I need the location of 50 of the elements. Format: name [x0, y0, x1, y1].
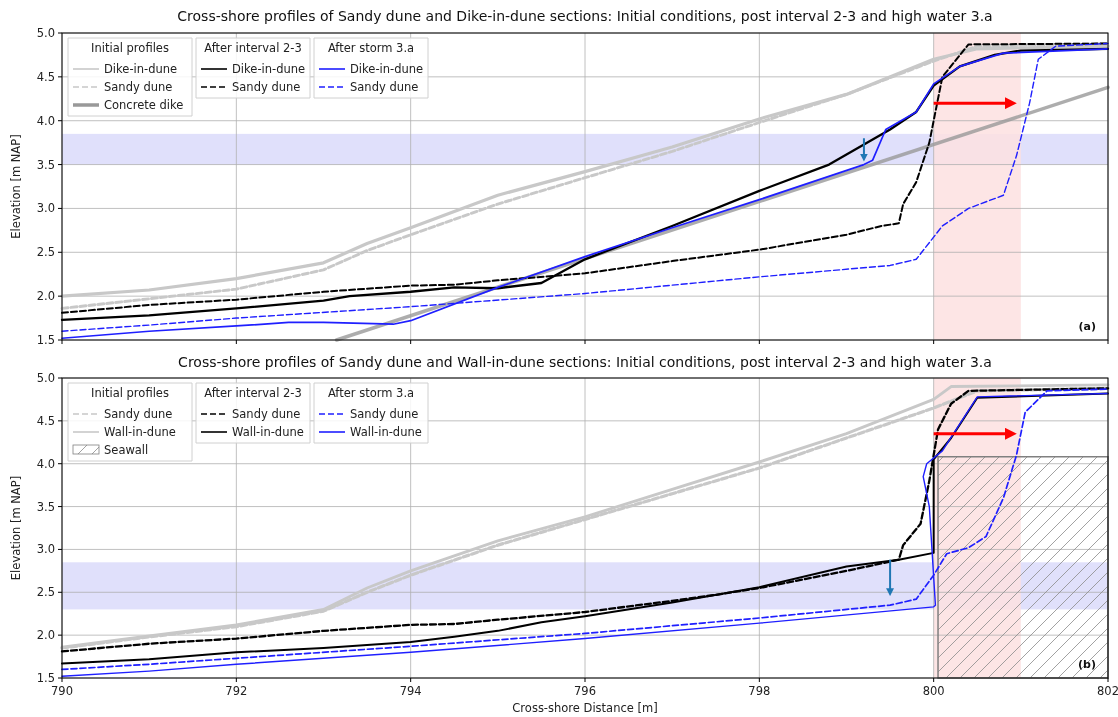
legend-label: Wall-in-dune: [232, 425, 304, 439]
annotation: Initial profiles: [91, 386, 169, 400]
x-tick-label: 802: [1097, 684, 1118, 698]
legend-label: Sandy dune: [350, 407, 419, 421]
legend-label: Concrete dike: [104, 98, 184, 112]
y-tick-label: 5.0: [36, 371, 55, 385]
y-tick-label: 4.0: [36, 456, 55, 471]
y-tick-label: 2.5: [36, 585, 55, 600]
legend-label: Sandy dune: [232, 407, 301, 421]
y-tick-label: 2.0: [36, 289, 55, 304]
annotation: (b): [1078, 658, 1096, 671]
y-tick-label: 5.0: [36, 26, 55, 40]
y-tick-label: 3.0: [36, 542, 55, 557]
annotation: After interval 2-3: [204, 386, 302, 400]
legend-label: Dike-in-dune: [232, 62, 306, 76]
x-axis-title: Cross-shore Distance [m]: [512, 701, 658, 715]
y-tick-label: 4.5: [36, 69, 55, 84]
x-tick-label: 790: [51, 684, 73, 698]
annotation: Initial profiles: [91, 41, 169, 55]
annotation: After storm 3.a: [327, 41, 415, 55]
chart-title: Cross-shore profiles of Sandy dune and Dike-in-dune sections: Initial conditions, post interval 2-3 and high water 3.a: [177, 8, 993, 24]
y-tick-label: 2.0: [36, 628, 55, 643]
y-tick-label: 1.5: [36, 333, 55, 347]
annotation: (a): [1078, 320, 1096, 333]
x-tick-label: 796: [574, 684, 596, 698]
y-tick-label: 1.5: [36, 671, 55, 685]
x-tick-label: 792: [225, 684, 248, 698]
y-tick-label: 3.5: [36, 157, 55, 172]
y-axis-title: Elevation [m NAP]: [9, 134, 23, 239]
annotation: After interval 2-3: [204, 41, 302, 55]
legend-label: Wall-in-dune: [350, 425, 422, 439]
y-tick-label: 2.5: [36, 245, 55, 260]
y-tick-label: 3.0: [36, 201, 55, 216]
chart-title: Cross-shore profiles of Sandy dune and Wall-in-dune sections: Initial conditions, post interval 2-3 and high water 3.a: [178, 354, 992, 370]
x-tick-label: 798: [748, 684, 771, 698]
legend-label: Sandy dune: [104, 407, 173, 421]
x-tick-label: 794: [399, 684, 422, 698]
y-tick-label: 4.5: [36, 413, 55, 428]
x-tick-label: 800: [922, 684, 945, 698]
y-axis-title: Elevation [m NAP]: [9, 475, 23, 581]
legend-label: Sandy dune: [232, 80, 301, 94]
y-tick-label: 3.5: [36, 499, 55, 514]
legend-label: Seawall: [104, 443, 149, 457]
legend-label: Sandy dune: [104, 80, 173, 94]
annotation: After storm 3.a: [327, 386, 415, 400]
legend-label: Wall-in-dune: [104, 425, 176, 439]
y-tick-label: 4.0: [36, 113, 55, 128]
legend-label: Dike-in-dune: [104, 62, 178, 76]
legend-label: Dike-in-dune: [350, 62, 424, 76]
legend-label: Sandy dune: [350, 80, 419, 94]
